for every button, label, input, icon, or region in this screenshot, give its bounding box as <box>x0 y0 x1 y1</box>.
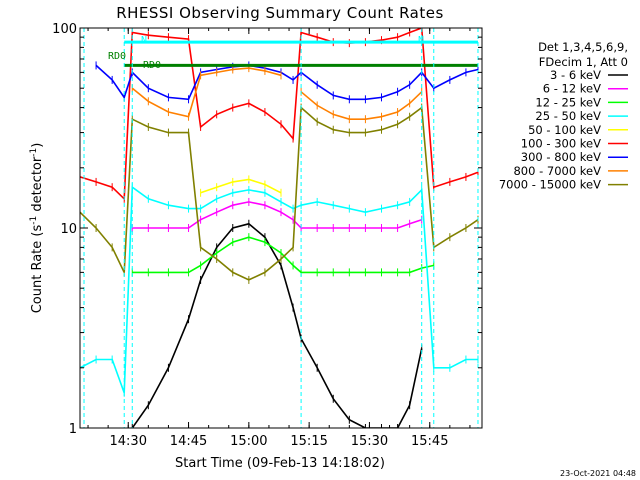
series-300-800kev <box>95 61 479 104</box>
x-tick-label: 15:15 <box>290 434 327 449</box>
legend-label: 6 - 12 keV <box>543 82 601 96</box>
annotation-rd0-mid: RD0 <box>143 60 161 71</box>
x-tick-label: 14:45 <box>170 434 207 449</box>
legend-label: 50 - 100 keV <box>528 123 601 137</box>
legend-title-line-1: Det 1,3,4,5,6,9, <box>538 40 628 54</box>
legend-label: 3 - 6 keV <box>550 68 601 82</box>
legend-label: 800 - 7000 keV <box>513 164 601 178</box>
y-axis-label-end: ) <box>30 143 45 148</box>
legend-label: 7000 - 15000 keV <box>499 178 601 192</box>
series-line <box>200 178 282 194</box>
y-tick-label: 100 <box>52 22 77 37</box>
series-25-50kev <box>80 183 479 397</box>
legend-title-line-2: FDecim 1, Att 0 <box>539 55 628 69</box>
annotation-n-left: N <box>141 35 147 46</box>
annotation-rd0-left: RD0 <box>108 51 126 62</box>
x-axis-ticks: 14:30 14:45 15:00 15:15 15:30 15:45 <box>87 28 471 449</box>
x-tick-label: 15:45 <box>411 434 448 449</box>
legend-label: 100 - 300 keV <box>521 137 601 151</box>
x-axis-label: Start Time (09-Feb-13 14:18:02) <box>175 456 385 471</box>
series-3-6kev <box>131 219 423 428</box>
x-tick-label: 14:30 <box>110 434 147 449</box>
series-800-7000kev <box>131 64 423 124</box>
y-tick-label: 1 <box>69 422 77 437</box>
y-axis-label: Count Rate (s-1 detector-1) <box>29 143 45 314</box>
legend-label: 12 - 25 keV <box>535 95 601 109</box>
series-line <box>80 185 478 394</box>
y-axis-ticks: 1 10 100 <box>52 22 482 437</box>
series-line <box>131 222 423 428</box>
x-tick-label: 15:00 <box>230 434 267 449</box>
y-axis-label-sup1: -1 <box>29 216 39 225</box>
footer-timestamp: 23-Oct-2021 04:48 <box>560 469 636 478</box>
series-50-100kev <box>200 175 282 197</box>
legend: Det 1,3,4,5,6,9, FDecim 1, Att 0 3 - 6 k… <box>499 40 628 192</box>
series-line <box>80 105 479 281</box>
y-tick-label: 10 <box>60 222 77 237</box>
y-axis-label-sup2: -1 <box>29 148 39 157</box>
plot-area <box>80 28 479 428</box>
legend-label: 25 - 50 keV <box>535 109 601 123</box>
x-tick-label: 15:30 <box>351 434 388 449</box>
y-axis-label-mid: detector <box>30 156 45 216</box>
annotation-n-right: N <box>418 35 424 46</box>
chart-title: RHESSI Observing Summary Count Rates <box>116 4 444 22</box>
legend-label: 300 - 800 keV <box>521 150 601 164</box>
series-line <box>80 28 479 201</box>
series-line <box>132 201 422 229</box>
y-axis-label-main: Count Rate (s <box>30 225 45 314</box>
